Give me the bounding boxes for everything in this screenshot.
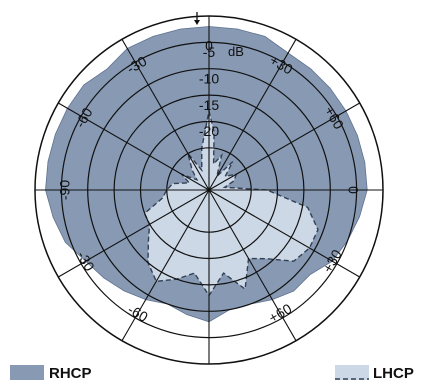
- angle-tick-label: 0: [205, 37, 213, 53]
- legend-label-lhcp: LHCP: [373, 365, 414, 382]
- angle-tick-label: -60: [125, 301, 151, 325]
- grid-spoke: [208, 189, 297, 341]
- angle-tick-label: 0: [346, 186, 362, 194]
- grid-layer: [34, 15, 384, 365]
- legend: RHCP LHCP: [10, 365, 414, 382]
- legend-label-rhcp: RHCP: [49, 365, 92, 382]
- grid-spoke: [208, 39, 297, 191]
- grid-spoke: [121, 39, 210, 191]
- angle-tick-label: -90: [56, 180, 72, 200]
- grid-spoke: [58, 189, 210, 278]
- angle-tick-label: +60: [266, 300, 295, 326]
- radial-unit-label: dB: [228, 44, 244, 59]
- radial-tick-label: -5: [203, 44, 216, 60]
- radial-tick-label: -20: [199, 123, 219, 139]
- grid-spoke: [208, 102, 360, 191]
- grid-spoke: [121, 189, 210, 341]
- radial-tick-label: -10: [199, 70, 219, 86]
- grid-spoke: [58, 102, 210, 191]
- radial-tick-label: -15: [199, 97, 219, 113]
- legend-swatch-rhcp: [10, 365, 44, 380]
- grid-spoke: [208, 189, 360, 278]
- legend-swatch-lhcp: [335, 365, 369, 380]
- down-arrow-head-icon: [194, 20, 200, 25]
